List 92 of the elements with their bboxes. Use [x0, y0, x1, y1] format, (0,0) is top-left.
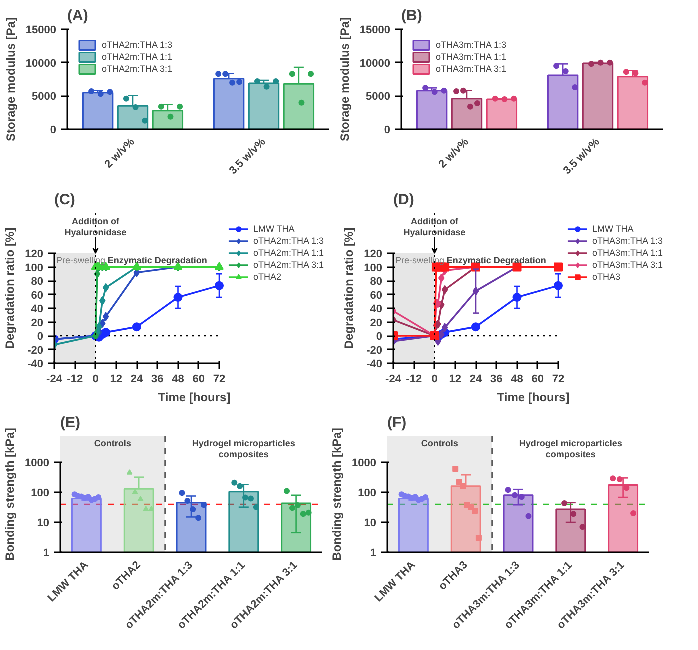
chart-title: (E) [60, 414, 80, 432]
y-tick-label: 1000 [25, 458, 50, 470]
y-tick-label: 120 [364, 248, 383, 260]
y-tick-label: 15000 [360, 24, 391, 36]
band-label: Controls [94, 438, 132, 448]
legend-label: oTHA3m:THA 3:1 [436, 63, 507, 75]
y-tick-label: 80 [31, 276, 44, 288]
y-tick-label: 1 [370, 548, 377, 560]
legend-label: oTHA2 [253, 271, 282, 283]
y-tick-label: 100 [358, 488, 377, 500]
y-axis-title: Degradation ratio [%] [3, 228, 18, 350]
y-tick-label: 120 [25, 248, 44, 260]
ref-line-label: Addition of Hyaluronidase [64, 216, 127, 238]
text: Hydrogel microparticles composites [192, 438, 296, 460]
legend-label: oTHA2m:THA 1:1 [102, 51, 173, 63]
x-tick-label: 72 [552, 374, 565, 386]
legend-label: oTHA2m:THA 3:1 [102, 63, 173, 75]
y-tick-label: 5000 [32, 91, 57, 104]
y-tick-label: 60 [31, 290, 44, 302]
legend-label: oTHA3m:THA 1:3 [592, 235, 663, 247]
legend-label: oTHA3m:THA 1:3 [436, 39, 507, 51]
band-label: Controls [421, 438, 458, 448]
y-tick-label: 100 [25, 262, 44, 274]
legend-label: LMW THA [253, 223, 295, 235]
x-tick-label: 12 [110, 374, 123, 386]
y-tick-label: 1 [43, 548, 50, 560]
y-tick-label: -20 [366, 344, 383, 357]
y-axis-title: Bonding strength [kPa] [330, 428, 344, 561]
x-tick-label: -12 [406, 374, 422, 386]
x-tick-label: 36 [490, 374, 503, 386]
x-tick-label: -24 [46, 374, 64, 386]
x-tick-label: 24 [130, 374, 144, 386]
band-label: Pre-swelling [396, 256, 445, 266]
y-tick-label: -40 [366, 358, 383, 370]
text: Hydrogel microparticles composites [519, 438, 622, 460]
x-tick-label: 60 [532, 374, 544, 386]
chart-title: (A) [68, 8, 88, 24]
y-axis-title: Storage modulus [Pa] [4, 17, 18, 142]
x-tick-label: 60 [192, 374, 206, 386]
x-tick-label: 24 [470, 374, 483, 386]
annotation: Enzymatic Degradation [108, 256, 208, 266]
y-tick-label: 1000 [352, 458, 377, 470]
y-tick-label: 0 [384, 124, 391, 136]
band-label: Pre-swelling [56, 256, 106, 266]
legend-label: oTHA3 [592, 271, 620, 283]
y-tick-label: 10000 [360, 58, 391, 70]
chart-title: (C) [54, 192, 76, 208]
annotation: Enzymatic Degradation [446, 256, 546, 266]
y-tick-label: 5000 [366, 91, 391, 104]
y-tick-label: 100 [364, 262, 383, 274]
legend-label: oTHA2m:THA 1:3 [253, 235, 324, 247]
y-tick-label: 10 [364, 518, 377, 530]
legend-label: oTHA2m:THA 3:1 [253, 259, 324, 271]
y-tick-label: 20 [31, 317, 44, 330]
y-tick-label: 100 [31, 488, 50, 500]
ref-line-label: Addition of Hyaluronidase [404, 216, 466, 238]
chart-title: (B) [402, 8, 422, 24]
x-tick-label: -12 [67, 374, 84, 386]
y-tick-label: -20 [28, 344, 44, 357]
legend-label: oTHA3m:THA 1:1 [592, 247, 663, 259]
y-tick-label: -40 [28, 358, 44, 370]
y-tick-label: 40 [31, 304, 44, 316]
y-tick-label: 40 [370, 304, 383, 316]
x-tick-label: 48 [511, 374, 524, 386]
y-tick-label: 15000 [26, 24, 57, 36]
y-tick-label: 0 [376, 331, 383, 343]
x-tick-label: 12 [449, 374, 462, 386]
x-tick-label: 72 [213, 374, 226, 386]
chart-title: (F) [388, 414, 407, 432]
y-axis-title: Storage modulus [Pa] [338, 17, 352, 142]
y-tick-label: 20 [370, 317, 383, 330]
y-tick-label: 0 [37, 331, 44, 343]
legend-label: oTHA3m:THA 1:1 [436, 51, 507, 63]
y-axis-title: Bonding strength [kPa] [3, 428, 18, 561]
x-axis-title: Time [hours] [497, 390, 570, 404]
y-tick-label: 0 [50, 124, 57, 136]
x-tick-label: 48 [172, 374, 184, 386]
x-tick-label: 0 [432, 374, 438, 386]
legend-label: oTHA2m:THA 1:1 [253, 247, 324, 259]
y-tick-label: 60 [370, 290, 383, 302]
x-axis-title: Time [hours] [158, 390, 231, 404]
y-tick-label: 10000 [26, 58, 57, 70]
legend-label: oTHA3m:THA 3:1 [592, 259, 663, 271]
y-tick-label: 80 [370, 276, 383, 288]
chart-title: (D) [394, 192, 414, 208]
legend-label: oTHA2m:THA 1:3 [102, 39, 173, 51]
y-axis-title: Degradation ratio [%] [342, 228, 356, 350]
legend-label: LMW THA [592, 223, 634, 235]
x-tick-label: 36 [152, 374, 164, 386]
x-tick-label: -24 [386, 374, 402, 386]
y-tick-label: 10 [37, 518, 50, 530]
x-tick-label: 0 [92, 374, 99, 386]
